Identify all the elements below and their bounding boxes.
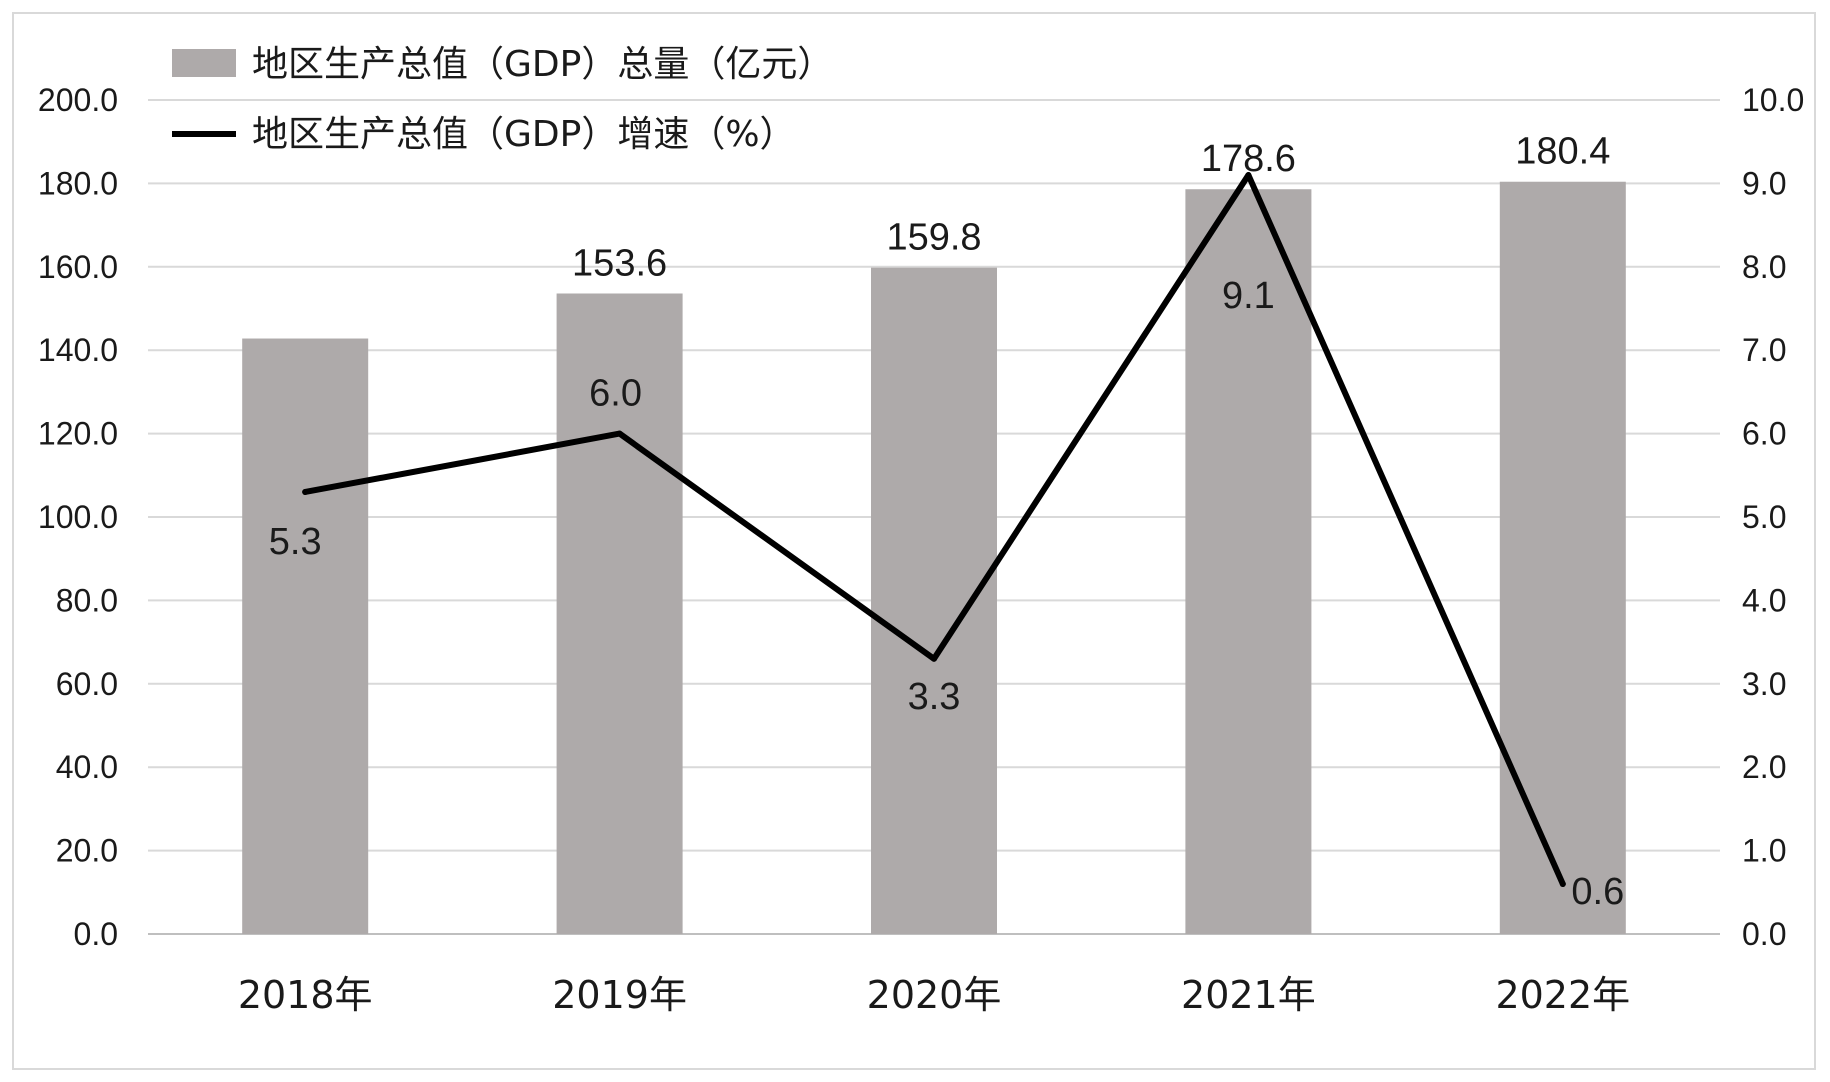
- bar-data-label: 153.6: [572, 242, 667, 284]
- left-tick-label: 180.0: [38, 165, 118, 201]
- line-data-label: 3.3: [908, 676, 961, 718]
- right-tick-label: 7.0: [1742, 332, 1786, 368]
- left-tick-label: 140.0: [38, 332, 118, 368]
- left-tick-label: 100.0: [38, 499, 118, 535]
- line-point: [931, 655, 937, 662]
- left-tick-label: 60.0: [56, 666, 118, 702]
- line-data-label: 6.0: [589, 373, 642, 415]
- left-axis-ticks: 0.0 20.0 40.0 60.0 80.0 100.0 120.0 140.0 160.0 1…: [38, 82, 118, 952]
- legend-bar-swatch: [172, 49, 236, 77]
- bar-data-label: 178.6: [1201, 138, 1296, 180]
- bar-data-label: 159.8: [886, 217, 981, 259]
- right-tick-label: 5.0: [1742, 499, 1786, 535]
- line-series: [302, 172, 1566, 887]
- line-point: [616, 430, 623, 437]
- x-category-label: 2022年: [1495, 973, 1630, 1017]
- right-tick-label: 0.0: [1742, 916, 1786, 952]
- left-tick-label: 160.0: [38, 249, 118, 285]
- x-category-label: 2018年: [238, 973, 373, 1017]
- right-tick-label: 2.0: [1742, 749, 1786, 785]
- line-point: [1559, 880, 1566, 887]
- line-data-label: 0.6: [1571, 871, 1624, 913]
- bar-series: [242, 181, 1626, 934]
- bar: [871, 267, 997, 934]
- left-tick-label: 0.0: [74, 916, 118, 952]
- right-tick-label: 3.0: [1742, 666, 1786, 702]
- line-data-label: 5.3: [269, 521, 322, 563]
- legend-line-label: 地区生产总值（GDP）增速（%）: [252, 114, 796, 155]
- right-tick-label: 8.0: [1742, 249, 1786, 285]
- left-tick-label: 20.0: [56, 833, 118, 869]
- x-category-label: 2019年: [552, 973, 687, 1017]
- left-tick-label: 40.0: [56, 749, 118, 785]
- x-category-label: 2020年: [867, 973, 1002, 1017]
- x-category-label: 2021年: [1181, 973, 1316, 1017]
- gridlines: [148, 99, 1720, 935]
- line-point: [302, 488, 309, 495]
- right-tick-label: 4.0: [1742, 582, 1786, 618]
- right-tick-label: 10.0: [1742, 82, 1804, 118]
- right-tick-label: 6.0: [1742, 416, 1786, 452]
- bar: [1499, 181, 1626, 934]
- x-axis-categories: 2018年 2019年 2020年 2021年 2022年: [238, 973, 1630, 1017]
- left-tick-label: 200.0: [38, 82, 118, 118]
- left-tick-label: 120.0: [38, 416, 118, 452]
- line-point: [1245, 172, 1252, 179]
- right-axis-ticks: 0.0 1.0 2.0 3.0 4.0 5.0 6.0 7.0 8.0 9.0 10.0: [1742, 82, 1804, 952]
- legend: 地区生产总值（GDP）总量（亿元） 地区生产总值（GDP）增速（%）: [172, 44, 833, 155]
- line-data-labels: 5.3 6.0 3.3 9.1 0.6: [269, 275, 1624, 913]
- bar: [556, 293, 683, 934]
- left-tick-label: 80.0: [56, 582, 118, 618]
- line-data-label: 9.1: [1222, 275, 1275, 317]
- right-tick-label: 9.0: [1742, 165, 1786, 201]
- legend-bar-label: 地区生产总值（GDP）总量（亿元）: [252, 44, 833, 85]
- bar: [242, 338, 369, 934]
- right-tick-label: 1.0: [1742, 833, 1786, 869]
- bar-data-label: 180.4: [1515, 131, 1610, 173]
- bar: [1185, 189, 1312, 934]
- bar-data-labels: 153.6 159.8 178.6 180.4: [572, 131, 1610, 285]
